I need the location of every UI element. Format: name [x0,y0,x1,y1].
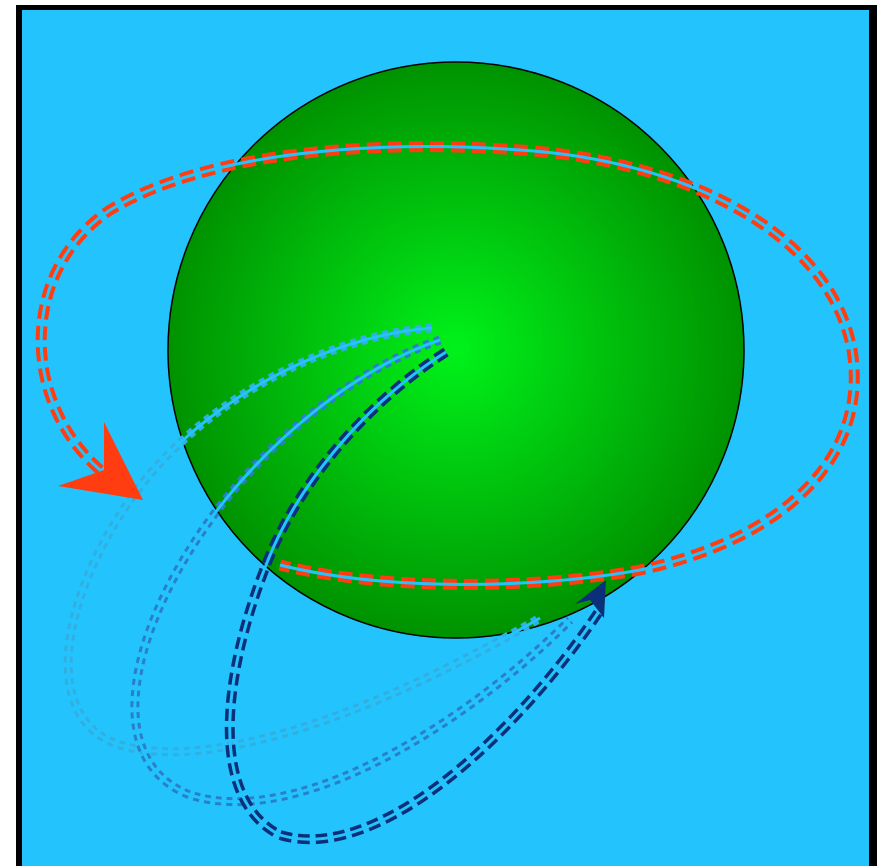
equator-orbit-inner [39,145,856,586]
frame-outer-left-margin [0,0,16,866]
frame-outer-right-margin [877,0,883,866]
frame-left-border [16,5,22,866]
arrowhead-icon [58,422,143,500]
light-blue-loop-inner [66,326,541,754]
frame-outer-top-margin [0,0,883,5]
equator-orbit [35,141,860,590]
frame-top-border [16,5,883,10]
frame-right-border [869,5,877,866]
dark-blue-loop-inner [228,350,602,841]
green-sphere [167,61,745,639]
loops-in-front-of-sphere [63,323,605,845]
arrowhead-icon [575,580,606,618]
medium-blue-loop-inner [133,338,572,804]
